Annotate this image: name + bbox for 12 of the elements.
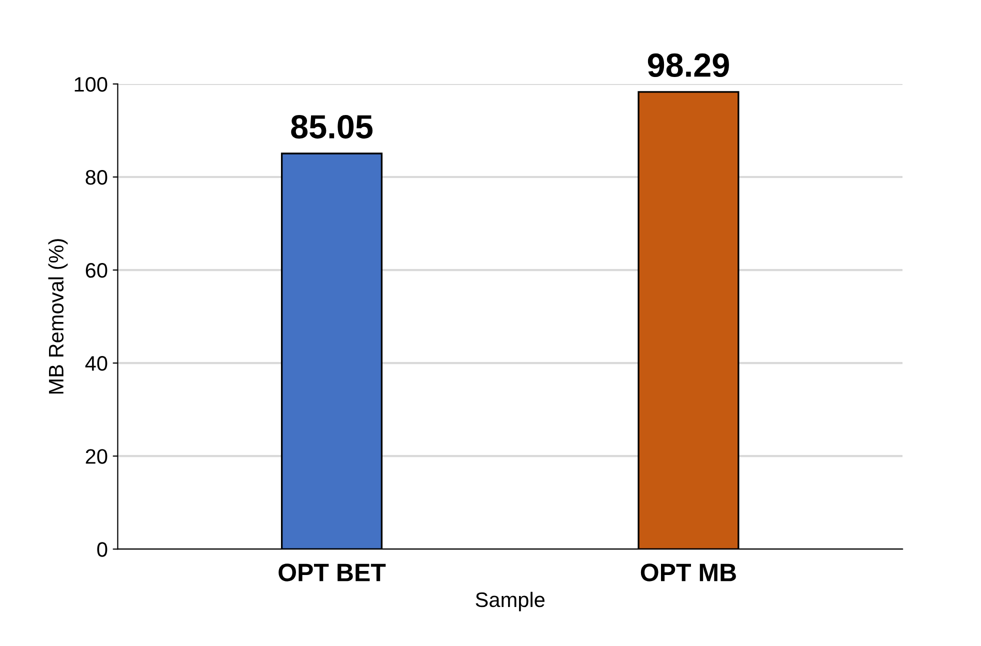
y-tick-label: 20 xyxy=(86,449,108,464)
y-tick-label: 100 xyxy=(74,76,108,92)
x-tick-label: OPT BET xyxy=(278,564,386,582)
y-axis-title: MB Removal (%) xyxy=(48,239,68,394)
data-label: 85.05 xyxy=(291,114,373,139)
y-tick-label: 40 xyxy=(85,356,108,371)
y-tick-label: 60 xyxy=(86,263,108,278)
y-tick-label: 0 xyxy=(97,542,108,557)
x-axis-title: Sample xyxy=(476,592,545,612)
x-tick-label: OPT MB xyxy=(640,564,736,582)
data-label: 98.29 xyxy=(648,53,729,78)
y-tick-label: 80 xyxy=(86,170,108,185)
